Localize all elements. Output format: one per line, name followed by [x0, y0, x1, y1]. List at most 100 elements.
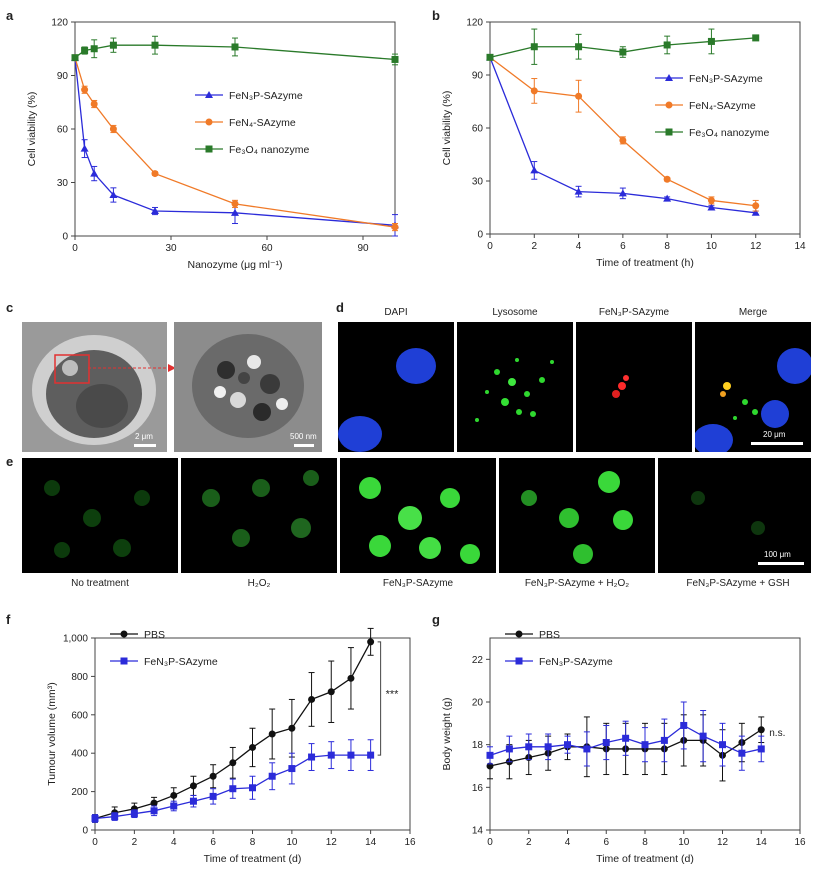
data-point — [209, 792, 217, 800]
x-tick-label: 12 — [750, 241, 762, 252]
data-point — [231, 43, 239, 51]
y-axis-label: Cell viability (%) — [441, 91, 453, 166]
data-point — [91, 814, 99, 822]
x-tick-label: 14 — [756, 837, 768, 848]
data-point — [268, 772, 276, 780]
data-point — [111, 813, 119, 821]
panel-letter-d: d — [336, 300, 344, 315]
x-tick-label: 0 — [487, 241, 493, 252]
data-point — [544, 743, 552, 751]
data-point — [151, 207, 159, 215]
legend-label: FeN₄-SAzyme — [229, 117, 296, 129]
d-image-sazyme — [576, 322, 692, 452]
data-point — [719, 741, 726, 749]
y-tick-label: 400 — [71, 749, 88, 760]
data-point — [738, 749, 746, 757]
data-point — [707, 196, 715, 204]
panel-letter-b: b — [432, 8, 440, 23]
x-tick-label: 16 — [794, 837, 806, 848]
y-axis-label: Tumour volume (mm³) — [46, 682, 58, 785]
data-point — [268, 730, 276, 738]
legend-marker — [205, 118, 213, 126]
e-image-sazyme-gsh: 100 μm — [658, 458, 811, 573]
data-point — [229, 785, 237, 793]
data-point — [525, 743, 533, 751]
e-caption-4: FeN₃P-SAzyme + H₂O₂ — [524, 578, 630, 589]
data-point — [622, 734, 630, 742]
legend-marker — [665, 128, 673, 136]
legend-label: Fe₃O₄ nanozyme — [689, 127, 770, 139]
legend-marker — [665, 74, 673, 81]
x-tick-label: 2 — [526, 837, 532, 848]
data-point — [189, 797, 197, 805]
y-tick-label: 800 — [71, 672, 88, 683]
legend-marker — [120, 657, 128, 665]
y-tick-label: 0 — [82, 826, 88, 837]
data-point — [575, 92, 583, 100]
x-tick-label: 8 — [250, 837, 256, 848]
data-point — [170, 791, 178, 799]
data-point — [574, 187, 583, 195]
em-zoomed-inset-image: 500 nm — [174, 322, 322, 452]
panel-letter-g: g — [432, 612, 440, 627]
data-point — [505, 745, 513, 753]
x-tick-label: 4 — [565, 837, 571, 848]
data-point — [530, 43, 538, 51]
e-image-no-treatment — [22, 458, 178, 573]
y-tick-label: 1,000 — [63, 634, 88, 645]
d-label-merge: Merge — [738, 307, 768, 318]
y-axis-label: Body weight (g) — [441, 698, 453, 771]
data-point — [170, 802, 178, 810]
x-tick-label: 90 — [357, 243, 369, 254]
e-image-sazyme-h2o2 — [499, 458, 655, 573]
data-point — [249, 784, 256, 792]
panel-letter-e: e — [6, 454, 14, 469]
y-tick-label: 0 — [477, 230, 483, 241]
data-point — [367, 638, 375, 646]
data-point — [151, 41, 159, 49]
data-point — [71, 54, 79, 62]
data-point — [564, 741, 571, 749]
data-point — [209, 772, 217, 780]
x-tick-label: 10 — [286, 837, 298, 848]
data-point — [530, 87, 538, 95]
data-point — [288, 765, 296, 773]
scale-text-d: 20 μm — [763, 430, 786, 439]
x-tick-label: 0 — [487, 837, 493, 848]
data-point — [81, 86, 89, 94]
data-point — [618, 189, 627, 197]
d-image-lysosome — [457, 322, 573, 452]
data-point — [752, 202, 760, 210]
d-label-dapi: DAPI — [384, 307, 408, 318]
panel-letter-a: a — [6, 8, 14, 23]
x-axis-label: Nanozyme (μg ml⁻¹) — [187, 259, 282, 271]
x-tick-label: 6 — [620, 241, 626, 252]
data-point — [231, 200, 239, 208]
x-tick-label: 14 — [365, 837, 377, 848]
x-tick-label: 16 — [404, 837, 416, 848]
y-tick-label: 16 — [472, 783, 484, 794]
data-point — [150, 799, 158, 807]
scale-text-c-left: 2 μm — [135, 432, 153, 441]
data-point — [751, 208, 760, 216]
x-tick-label: 6 — [210, 837, 216, 848]
data-point — [641, 741, 649, 749]
data-point — [757, 745, 765, 753]
d-label-sazyme: FeN₃P-SAzyme — [598, 307, 670, 318]
significance-label: *** — [386, 689, 400, 701]
scalebar-c-left — [134, 444, 156, 447]
data-point — [90, 169, 99, 177]
data-point — [229, 759, 237, 767]
scalebar-e — [758, 562, 804, 565]
legend-marker — [515, 630, 523, 638]
legend-label: PBS — [144, 629, 165, 641]
y-tick-label: 90 — [472, 71, 484, 82]
zoom-arrow — [88, 364, 176, 372]
chart-b-cell-viability-vs-time: 0 2 4 6 8 10 12 14 0 30 60 90 120 Time of treatment (… — [441, 18, 806, 270]
data-point — [367, 751, 375, 759]
legend-label: PBS — [539, 629, 560, 641]
data-point — [486, 53, 494, 61]
x-tick-label: 2 — [532, 241, 538, 252]
data-point — [109, 125, 117, 133]
y-tick-label: 120 — [466, 18, 483, 29]
